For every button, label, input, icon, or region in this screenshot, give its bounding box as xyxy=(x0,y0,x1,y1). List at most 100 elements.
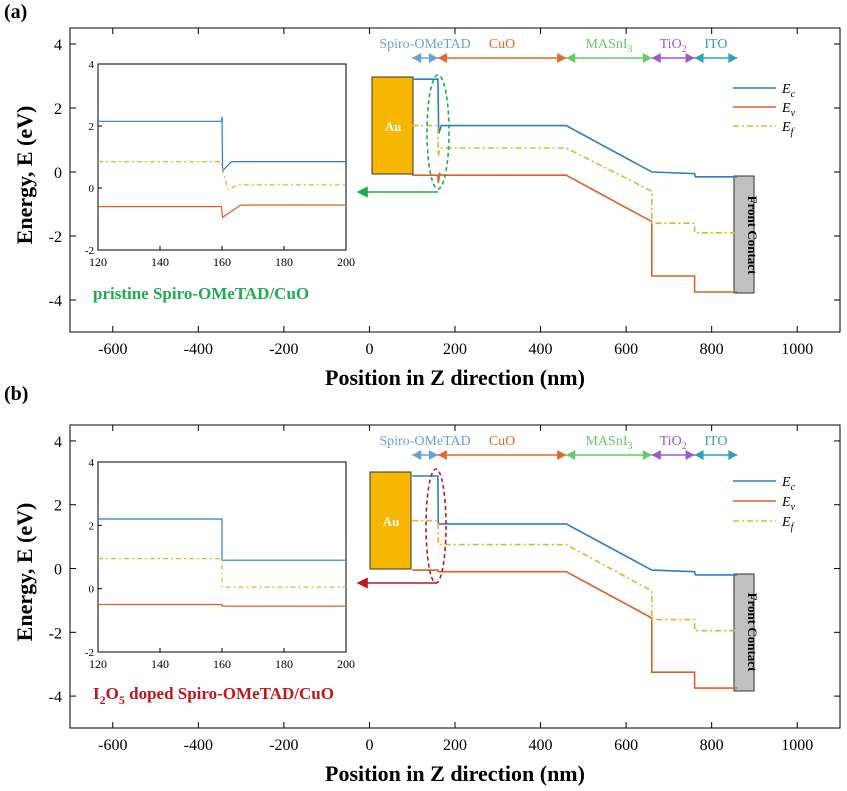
layer-label-cuo-a: CuO xyxy=(489,37,515,52)
y-tick-label-b: -4 xyxy=(49,689,62,706)
x-tick-label-a: -400 xyxy=(184,341,213,358)
panel-a: (a) -600 -400 -200 0 200 400 600 800 1000 -4 -2 0 2… xyxy=(4,1,841,390)
x-tick-label-b: 600 xyxy=(614,737,638,754)
x-tick-label-b: 400 xyxy=(529,737,553,754)
front-contact-b xyxy=(733,573,755,692)
layer-label-tio2-a: TiO2 xyxy=(660,37,687,55)
series-line-ec-a xyxy=(412,78,738,178)
inset-series-line-ec-b xyxy=(98,518,346,561)
x-tick-label-b: -400 xyxy=(184,737,213,754)
y-tick-label-a: 4 xyxy=(54,37,62,54)
inset-y-tick-label-b: 2 xyxy=(89,520,95,532)
layer-label-spiro-ometad-b: Spiro-OMeTAD xyxy=(379,434,470,449)
layer-arrowhead-left-a xyxy=(566,53,576,63)
y-axis-label-b: Energy, E (eV) xyxy=(12,503,37,642)
layer-label-masni3-b: MASnI3 xyxy=(585,434,632,452)
x-tick-label-a: 400 xyxy=(529,341,553,358)
interface-highlight-ellipse-a xyxy=(426,74,450,190)
inset-x-tick-label-b: 160 xyxy=(213,657,231,671)
layer-arrowhead-right-b xyxy=(557,450,567,460)
x-tick-label-a: 200 xyxy=(443,341,467,358)
x-tick-label-b: -200 xyxy=(269,737,298,754)
au-electrode-b xyxy=(369,471,412,570)
layer-arrowhead-left-b xyxy=(437,450,447,460)
inset-x-tick-label-b: 120 xyxy=(89,657,107,671)
front-contact-label-a: Front Contact xyxy=(745,196,760,276)
inset-y-tick-label-b: 0 xyxy=(89,584,95,596)
layer-label-spiro-ometad-a: Spiro-OMeTAD xyxy=(379,37,470,52)
layer-label-ito-b: ITO xyxy=(704,434,727,449)
layer-arrowhead-left-b xyxy=(566,450,576,460)
y-tick-label-b: 0 xyxy=(54,562,62,579)
layer-arrowhead-left-a xyxy=(651,53,661,63)
layer-label-tio2-b: TiO2 xyxy=(660,434,687,452)
layer-arrowhead-right-a xyxy=(428,53,438,63)
panel-label-b: (b) xyxy=(4,383,28,405)
layer-label-masni3-a: MASnI3 xyxy=(585,37,632,55)
layer-arrowhead-right-a xyxy=(728,53,738,63)
au-label-a: Au xyxy=(385,119,402,134)
inset-y-tick-label-b: -2 xyxy=(85,647,94,659)
inset-y-tick-label-a: 2 xyxy=(89,121,95,133)
inset-x-tick-label-b: 200 xyxy=(337,657,355,671)
inset-y-tick-label-b: 4 xyxy=(89,457,95,469)
inset-series-line-ev-b xyxy=(98,603,346,607)
inset-title-a: pristine Spiro-OMeTAD/CuO xyxy=(93,284,309,303)
layer-arrowhead-left-b xyxy=(412,450,422,460)
y-tick-label-b: 4 xyxy=(54,434,62,451)
inset-x-tick-label-a: 140 xyxy=(151,255,169,269)
inset-series-line-ev-a xyxy=(98,204,346,219)
inset-b: 120 140 160 180 200 -2 0 2 4 xyxy=(85,457,355,671)
front-contact-a xyxy=(733,175,755,294)
y-tick-label-b: 2 xyxy=(54,498,62,515)
au-label-b: Au xyxy=(383,514,400,529)
y-tick-label-a: -2 xyxy=(49,229,62,246)
y-tick-label-b: -2 xyxy=(49,625,62,642)
layer-arrowhead-right-b xyxy=(685,450,695,460)
x-tick-label-a: 1000 xyxy=(781,341,813,358)
inset-series-line-ef-b xyxy=(98,557,346,588)
y-tick-label-a: 0 xyxy=(54,165,62,182)
inset-x-tick-label-a: 120 xyxy=(89,255,107,269)
series-line-ef-b xyxy=(412,519,738,632)
inset-a: 120 140 160 180 200 -2 0 2 4 xyxy=(85,59,355,269)
series-line-ec-b xyxy=(412,475,738,576)
y-axis-label-a: Energy, E (eV) xyxy=(12,106,37,245)
inset-title-b: I2O5 doped Spiro-OMeTAD/CuO xyxy=(93,684,334,707)
panel-label-a: (a) xyxy=(4,1,27,23)
inset-x-tick-label-a: 200 xyxy=(337,255,355,269)
inset-x-tick-label-a: 180 xyxy=(275,255,293,269)
y-tick-label-a: -4 xyxy=(49,293,62,310)
inset-x-tick-label-a: 160 xyxy=(213,255,231,269)
x-axis-label-a: Position in Z direction (nm) xyxy=(325,365,585,390)
x-tick-label-a: -600 xyxy=(98,341,127,358)
layer-arrowhead-left-b xyxy=(694,450,704,460)
panel-b: (b) -600 -400 -200 0 200 400 600 800 1000 -4 -2 0 2… xyxy=(4,383,841,786)
x-tick-label-b: 0 xyxy=(365,737,373,754)
layer-arrowhead-left-b xyxy=(651,450,661,460)
layer-arrowhead-right-b xyxy=(642,450,652,460)
x-tick-label-b: 1000 xyxy=(781,737,813,754)
layer-arrowhead-right-a xyxy=(642,53,652,63)
series-line-ev-a xyxy=(412,171,738,293)
inset-x-tick-label-b: 140 xyxy=(151,657,169,671)
layer-arrowhead-right-b xyxy=(728,450,738,460)
x-tick-label-a: 600 xyxy=(614,341,638,358)
inset-x-tick-label-b: 180 xyxy=(275,657,293,671)
layer-label-ito-a: ITO xyxy=(704,37,727,52)
x-axis-label-b: Position in Z direction (nm) xyxy=(325,761,585,786)
front-contact-label-b: Front Contact xyxy=(745,593,760,673)
x-tick-label-a: 800 xyxy=(700,341,724,358)
au-electrode-a xyxy=(371,76,414,175)
inset-y-tick-label-a: -2 xyxy=(85,245,94,257)
layer-arrowhead-right-a xyxy=(557,53,567,63)
x-tick-label-a: 0 xyxy=(365,341,373,358)
inset-series-line-ec-a xyxy=(98,116,346,173)
x-tick-label-b: -600 xyxy=(98,737,127,754)
inset-y-tick-label-a: 0 xyxy=(89,183,95,195)
layer-arrowhead-right-a xyxy=(685,53,695,63)
x-tick-label-a: -200 xyxy=(269,341,298,358)
x-tick-label-b: 200 xyxy=(443,737,467,754)
y-tick-label-a: 2 xyxy=(54,101,62,118)
